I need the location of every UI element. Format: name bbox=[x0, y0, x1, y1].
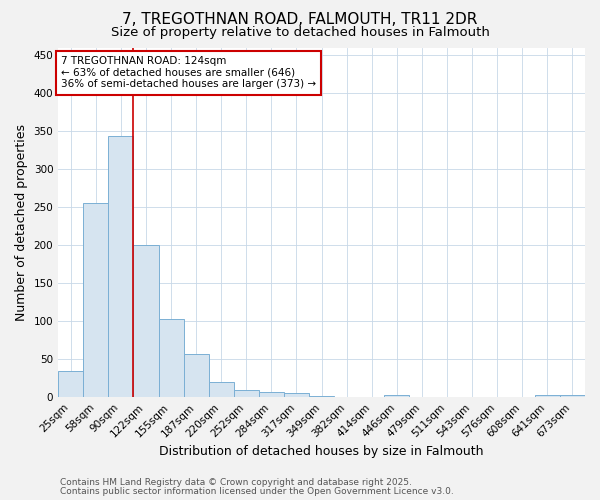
Bar bbox=[109, 136, 133, 397]
Bar bbox=[209, 382, 234, 397]
X-axis label: Distribution of detached houses by size in Falmouth: Distribution of detached houses by size … bbox=[160, 444, 484, 458]
Bar bbox=[385, 395, 409, 397]
Bar bbox=[284, 394, 309, 397]
Bar bbox=[184, 354, 209, 397]
Bar bbox=[58, 370, 83, 397]
Bar bbox=[259, 392, 284, 397]
Text: Contains public sector information licensed under the Open Government Licence v3: Contains public sector information licen… bbox=[60, 486, 454, 496]
Bar bbox=[158, 319, 184, 397]
Bar bbox=[234, 390, 259, 397]
Y-axis label: Number of detached properties: Number of detached properties bbox=[15, 124, 28, 321]
Text: Size of property relative to detached houses in Falmouth: Size of property relative to detached ho… bbox=[110, 26, 490, 39]
Bar bbox=[83, 204, 109, 397]
Bar bbox=[560, 395, 585, 397]
Text: Contains HM Land Registry data © Crown copyright and database right 2025.: Contains HM Land Registry data © Crown c… bbox=[60, 478, 412, 487]
Bar bbox=[535, 395, 560, 397]
Bar bbox=[309, 396, 334, 397]
Text: 7, TREGOTHNAN ROAD, FALMOUTH, TR11 2DR: 7, TREGOTHNAN ROAD, FALMOUTH, TR11 2DR bbox=[122, 12, 478, 28]
Text: 7 TREGOTHNAN ROAD: 124sqm
← 63% of detached houses are smaller (646)
36% of semi: 7 TREGOTHNAN ROAD: 124sqm ← 63% of detac… bbox=[61, 56, 316, 90]
Bar bbox=[133, 245, 158, 397]
